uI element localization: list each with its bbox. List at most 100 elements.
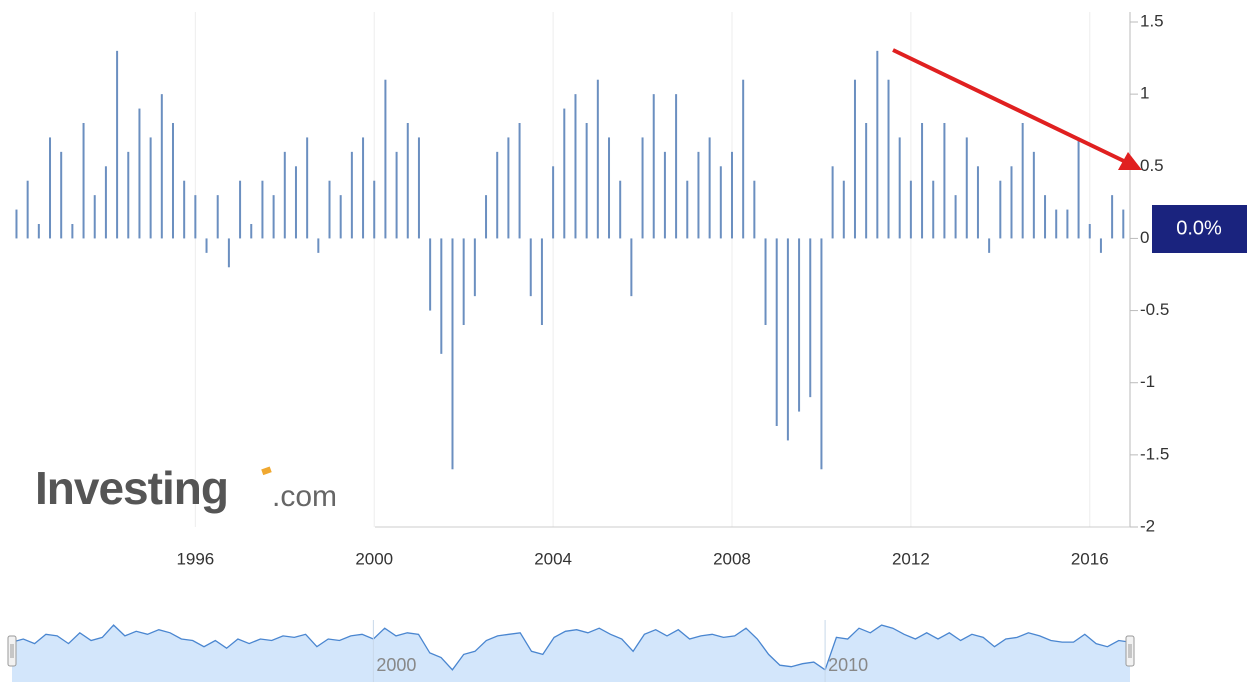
bar: [932, 180, 935, 239]
y-tick-label: -0.5: [1140, 300, 1169, 319]
y-tick-label: 0.5: [1140, 156, 1164, 175]
bar: [171, 123, 174, 239]
bar: [227, 238, 230, 268]
bar: [37, 224, 40, 239]
bar: [887, 79, 890, 239]
x-tick-label: 2016: [1071, 549, 1109, 568]
bar: [496, 151, 499, 239]
logo-suffix: .com: [272, 480, 337, 513]
bar: [1111, 195, 1114, 239]
bar: [999, 180, 1002, 239]
bar: [1010, 166, 1013, 239]
last-value-badge: [1152, 205, 1247, 253]
bar: [775, 238, 778, 426]
bar: [384, 79, 387, 239]
bar: [250, 224, 253, 239]
bar: [585, 123, 588, 239]
bar: [60, 151, 63, 239]
bar: [82, 123, 85, 239]
bar: [127, 151, 130, 239]
bar: [853, 79, 856, 239]
x-tick-label: 2012: [892, 549, 930, 568]
bar: [641, 137, 644, 239]
navigator-line: [11, 624, 1131, 671]
bar: [663, 151, 666, 239]
bar: [786, 238, 789, 441]
bar: [876, 50, 879, 239]
bar: [160, 94, 163, 239]
bar: [93, 195, 96, 239]
x-tick-label: 1996: [176, 549, 214, 568]
annotation-arrow: [892, 48, 1129, 165]
bar: [1021, 123, 1024, 239]
bar: [71, 224, 74, 239]
bar: [1055, 209, 1058, 239]
bar: [261, 180, 264, 239]
bar: [440, 238, 443, 354]
bar: [1044, 195, 1047, 239]
bar: [205, 238, 208, 253]
bar: [652, 94, 655, 239]
navigator-area: [12, 625, 1130, 682]
x-tick-label: 2000: [355, 549, 393, 568]
bar: [809, 238, 812, 398]
x-tick-label: 2004: [534, 549, 572, 568]
bar: [451, 238, 454, 470]
bar: [1066, 209, 1069, 239]
bar: [15, 209, 18, 239]
navigator-handle: [1125, 635, 1135, 667]
bar: [921, 123, 924, 239]
x-tick-label: 2008: [713, 549, 751, 568]
bars: [15, 50, 1125, 470]
bar: [26, 180, 29, 239]
bar: [619, 180, 622, 239]
bar: [708, 137, 711, 239]
bar: [317, 238, 320, 253]
bar: [518, 123, 521, 239]
y-tick-label: -1: [1140, 372, 1155, 391]
bar: [697, 151, 700, 239]
bar: [507, 137, 510, 239]
bar: [764, 238, 767, 325]
bar: [283, 151, 286, 239]
bar: [909, 180, 912, 239]
bar: [138, 108, 141, 239]
bar: [831, 166, 834, 239]
y-tick-label: 1.5: [1140, 11, 1164, 30]
bar: [339, 195, 342, 239]
y-tick-label: 1: [1140, 84, 1149, 103]
bar: [406, 123, 409, 239]
bar: [1077, 137, 1080, 239]
navigator-handle: [7, 635, 17, 667]
bar: [954, 195, 957, 239]
logo-accent: [261, 466, 272, 476]
bar: [116, 50, 119, 239]
bar: [462, 238, 465, 325]
last-value-label: 0.0%: [1176, 217, 1222, 239]
bar: [104, 166, 107, 239]
bar: [417, 137, 420, 239]
bar: [473, 238, 476, 297]
bar: [719, 166, 722, 239]
bar: [429, 238, 432, 311]
y-tick-label: -1.5: [1140, 444, 1169, 463]
bar: [239, 180, 242, 239]
bar: [552, 166, 555, 239]
bar: [675, 94, 678, 239]
bar: [395, 151, 398, 239]
bar: [842, 180, 845, 239]
bar: [294, 166, 297, 239]
bar: [730, 151, 733, 239]
navigator-tick-label: 2010: [828, 655, 868, 675]
bar: [898, 137, 901, 239]
bar: [630, 238, 633, 297]
bar: [485, 195, 488, 239]
grid: [194, 12, 1091, 527]
bar: [216, 195, 219, 239]
logo: Investing: [35, 462, 228, 514]
bar: [988, 238, 991, 253]
y-tick-label: 0: [1140, 228, 1149, 247]
bar: [596, 79, 599, 239]
bar: [529, 238, 532, 297]
